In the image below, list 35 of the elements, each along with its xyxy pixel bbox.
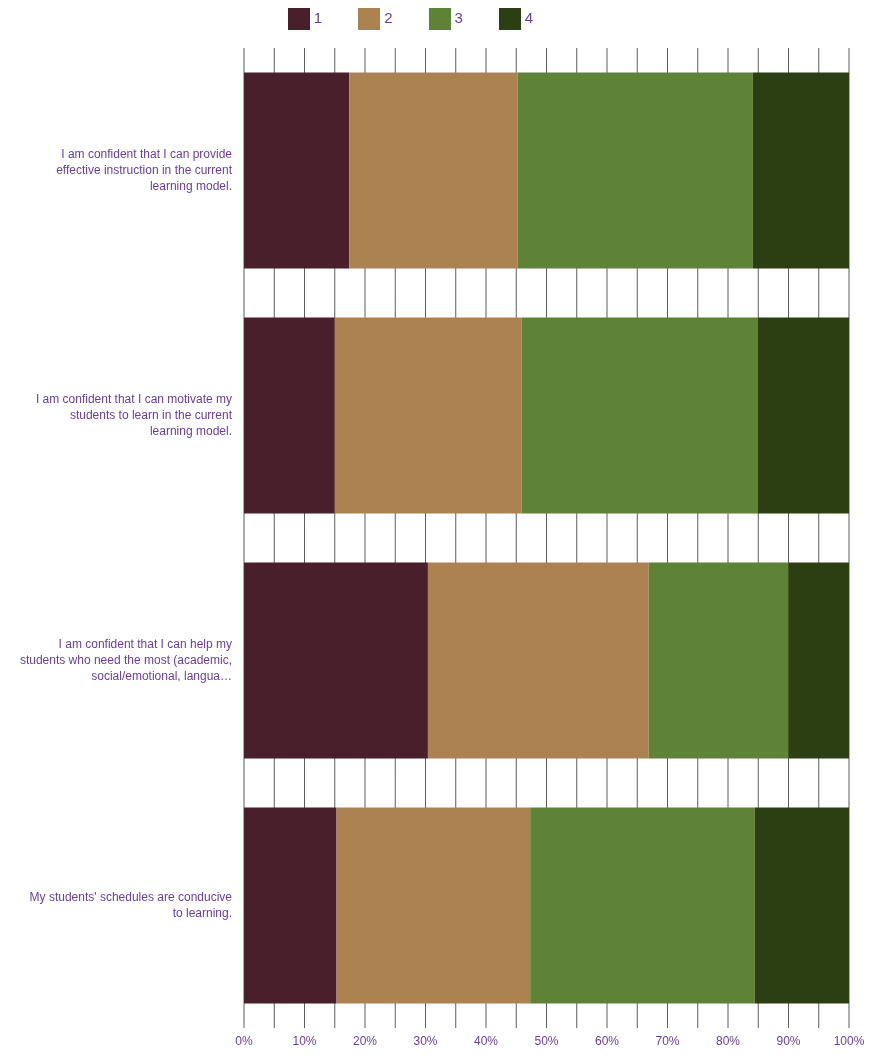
bar <box>754 807 849 1004</box>
bar <box>349 72 518 269</box>
bar <box>427 562 649 759</box>
x-tick-label: 70% <box>655 1033 680 1048</box>
x-tick-label: 100% <box>833 1033 865 1048</box>
bar <box>757 317 849 514</box>
x-tick-label: 40% <box>473 1033 499 1048</box>
bar <box>521 317 758 514</box>
bar <box>244 72 350 269</box>
legend-label: 3 <box>454 9 463 27</box>
legend-label: 4 <box>524 9 534 27</box>
bar <box>788 562 849 759</box>
bar <box>517 72 753 269</box>
bar <box>530 807 755 1004</box>
bar <box>244 807 337 1004</box>
legend-label: 1 <box>313 9 323 27</box>
y-tick-label: I am confident that I can help my students who need the most (academic, social/emotional, langua… <box>19 636 232 683</box>
x-tick-label: 20% <box>352 1033 378 1048</box>
y-tick-label: My students' schedules are conducive to learning. <box>29 889 233 920</box>
x-tick-label: 50% <box>534 1033 559 1048</box>
y-tick-label: I am confident that I can motivate my students to learn in the current learning model. <box>35 391 233 438</box>
x-tick-label: 80% <box>715 1033 741 1048</box>
bar <box>244 562 428 759</box>
x-tick-label: 30% <box>413 1033 438 1048</box>
legend-label: 2 <box>384 9 393 27</box>
bar <box>334 317 522 514</box>
x-tick-label: 0% <box>235 1033 253 1048</box>
bar <box>244 317 335 514</box>
y-tick-label: I am confident that I can provide effective instruction in the current learning model. <box>56 146 233 193</box>
x-tick-label: 60% <box>594 1033 620 1048</box>
bar <box>336 807 531 1004</box>
x-tick-label: 10% <box>292 1033 317 1048</box>
bar <box>648 562 789 759</box>
bar <box>752 72 849 269</box>
x-tick-label: 90% <box>776 1033 801 1048</box>
